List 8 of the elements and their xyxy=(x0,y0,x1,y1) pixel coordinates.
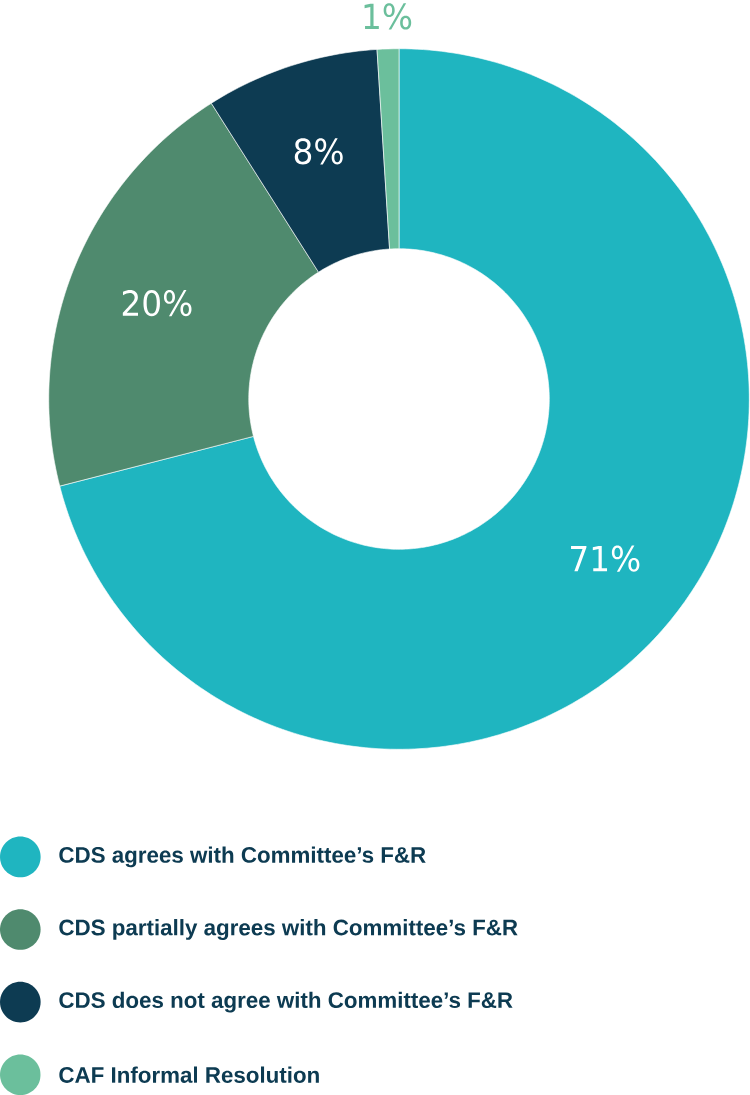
data-label: 8% xyxy=(294,138,343,165)
legend-label: CDS partially agrees with Committee’s F&R xyxy=(59,919,518,940)
data-label: 1% xyxy=(364,3,412,30)
data-label: 71% xyxy=(571,545,640,572)
data-label: 20% xyxy=(123,290,192,317)
legend-label: CDS does not agree with Committee’s F&R xyxy=(59,991,513,1013)
legend-label: CDS agrees with Committee’s F&R xyxy=(59,846,426,868)
legend-label: CAF Informal Resolution xyxy=(59,1066,320,1083)
